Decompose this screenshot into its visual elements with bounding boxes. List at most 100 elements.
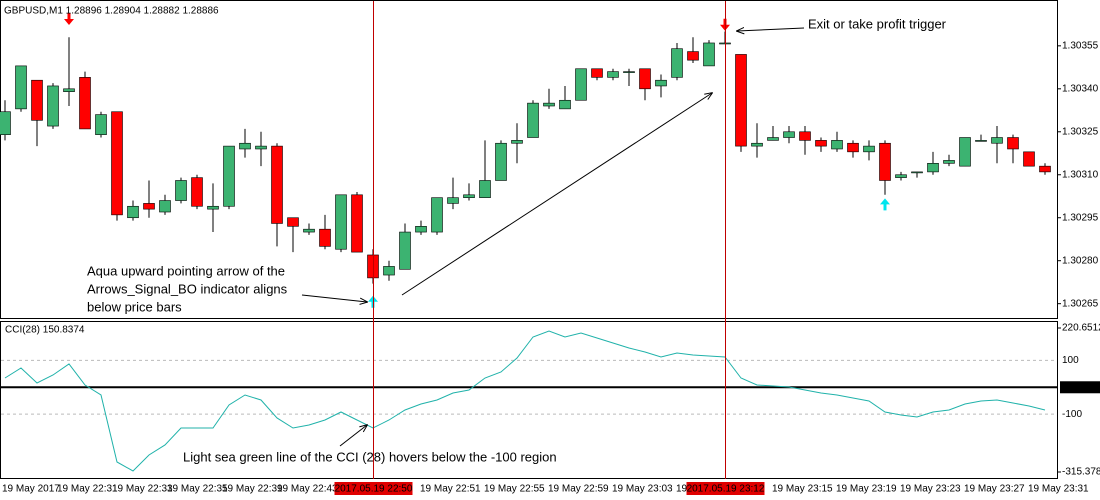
candle-body: [159, 200, 171, 213]
candle-body: [879, 142, 891, 181]
y-tick-label: 1.30310: [1062, 169, 1099, 180]
y-tick-label: 1.30325: [1062, 126, 1099, 137]
candle-body: [319, 228, 331, 247]
candle-body: [511, 140, 523, 144]
indicator-line: [4, 330, 1046, 472]
candle-body: [143, 203, 155, 210]
y2-tick-label: 220.6512: [1062, 323, 1100, 334]
y-tick-label: 1.30355: [1062, 40, 1099, 51]
annotation-arrow: [401, 93, 712, 296]
candle-body: [975, 140, 987, 142]
candle-body: [847, 142, 859, 153]
annotation-arrow: [339, 425, 367, 447]
x-tick-label: 19 May 23:23: [900, 484, 961, 495]
candle-body: [623, 71, 635, 73]
x-tick-label: 19 May 22:43: [277, 484, 338, 495]
x-tick-label: 19 May 22:35: [167, 484, 228, 495]
candle-body: [431, 197, 443, 233]
candle-body: [863, 145, 875, 153]
candle-body: [191, 177, 203, 207]
candle-body: [79, 77, 91, 130]
candle-body: [991, 137, 1003, 144]
candle-body: [175, 180, 187, 201]
candle-body: [303, 228, 315, 233]
candle-body: [815, 140, 827, 147]
x-tick-label: 19 May 22:55: [484, 484, 545, 495]
candle-body: [911, 171, 923, 174]
candle-body: [591, 68, 603, 78]
candle-body: [559, 99, 571, 110]
x-tick-label: 19 May 23:19: [836, 484, 897, 495]
candle-body: [767, 137, 779, 141]
annotation-arrow: [737, 28, 805, 31]
candle-body: [527, 102, 539, 138]
x-tick-label: 19 May 23:27: [964, 484, 1025, 495]
candle-body: [1023, 151, 1035, 167]
candle-body: [703, 42, 715, 67]
y2-tick-label-box: [1060, 381, 1100, 394]
candle-body: [687, 51, 699, 61]
candle-body: [255, 145, 267, 150]
x-tick-label: 19 May 22:51: [420, 484, 481, 495]
candle-body: [831, 140, 843, 150]
candle-body: [111, 111, 123, 216]
buy-arrow: [880, 198, 890, 211]
cursor-label: 2017.05.19 22:50: [335, 484, 413, 495]
x-tick-label: 19 May 23:03: [612, 484, 673, 495]
candle-body: [271, 145, 283, 224]
candle-body: [447, 197, 459, 204]
candle-body: [799, 131, 811, 141]
candle-body: [927, 162, 939, 173]
candle-body: [31, 79, 43, 121]
cursor-label-box: [334, 482, 413, 495]
y2-tick-label: 100: [1062, 355, 1079, 366]
candle-body: [1039, 165, 1051, 173]
x-tick-label: 19 May 23:31: [1028, 484, 1089, 495]
y-tick-label: 1.30295: [1062, 212, 1099, 223]
candle-body: [1007, 137, 1019, 150]
candle-body: [47, 85, 59, 127]
candle-body: [607, 71, 619, 78]
cursor-label-box: [686, 482, 765, 495]
candle-body: [463, 194, 475, 198]
candle-body: [639, 68, 651, 90]
candle-body: [239, 142, 251, 150]
x-tick-label: 19 May 22:33: [112, 484, 173, 495]
annotation: below price bars: [87, 299, 182, 314]
candle-body: [287, 217, 299, 227]
annotation-arrow: [301, 294, 367, 302]
candle-body: [751, 142, 763, 147]
indicator-panel: [0, 321, 1058, 479]
candle-body: [415, 226, 427, 233]
candle-body: [383, 266, 395, 276]
x-tick-label: 19 May 22:31: [57, 484, 118, 495]
x-tick-label: 19 May 22:39: [222, 484, 283, 495]
annotation: Aqua upward pointing arrow of the: [87, 263, 285, 278]
y-tick-label: 1.30280: [1062, 255, 1099, 266]
candle-body: [207, 205, 219, 210]
annotation: Light sea green line of the CCI (28) hov…: [183, 449, 557, 464]
indicator-title: CCI(28) 150.8374: [5, 325, 85, 336]
candle-body: [399, 231, 411, 270]
candle-body: [575, 68, 587, 101]
candle-body: [783, 131, 795, 138]
candle-body: [735, 54, 747, 147]
candle-body: [335, 194, 347, 250]
annotation: Exit or take profit trigger: [808, 16, 947, 31]
x-tick-label: 19 May 23:15: [772, 484, 833, 495]
annotation: Arrows_Signal_BO indicator aligns: [87, 281, 288, 296]
candle-body: [543, 102, 555, 107]
candle-body: [0, 111, 11, 135]
y-tick-label: 1.30340: [1062, 83, 1099, 94]
sell-arrow: [64, 13, 74, 26]
y-tick-label: 1.30265: [1062, 298, 1099, 309]
x-tick-label: 19 May 2017: [2, 484, 60, 495]
y2-tick-label: -100: [1062, 409, 1082, 420]
candle-body: [943, 160, 955, 164]
candle-body: [655, 79, 667, 87]
candle-body: [495, 142, 507, 181]
chart-title: GBPUSD,M1 1.28896 1.28904 1.28882 1.2888…: [4, 6, 219, 17]
candle-body: [351, 194, 363, 253]
candle-body: [959, 137, 971, 167]
